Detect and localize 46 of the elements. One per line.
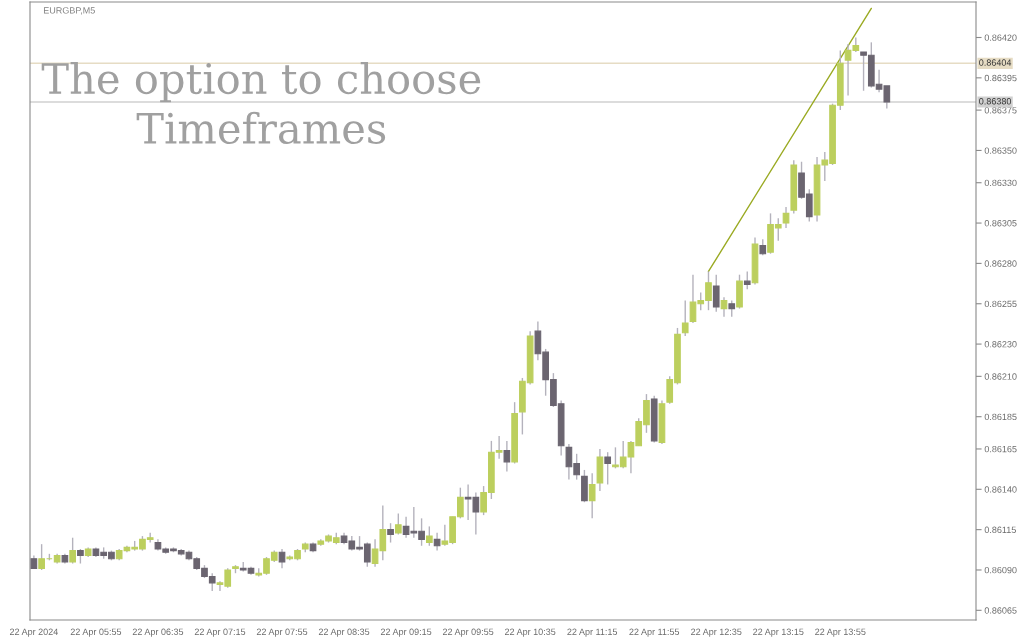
y-tick-label: 0.86255 (984, 300, 1017, 308)
y-tick-label: 0.86115 (984, 526, 1016, 533)
y-tick-label: 0.86185 (984, 413, 1017, 421)
candlestick (604, 451, 612, 486)
y-tick-label: 0.86280 (984, 260, 1017, 267)
x-tick-label: 22 Apr 11:15 (567, 628, 618, 637)
x-tick-label: 22 Apr 07:15 (194, 628, 246, 637)
candlestick (69, 537, 76, 565)
y-tick-label: 0.86210 (984, 373, 1017, 380)
chart-title: EURGBP,M5 (43, 7, 95, 15)
y-tick-label: 0.86420 (984, 34, 1017, 41)
candlestick (38, 543, 45, 571)
x-tick-label: 22 Apr 11:55 (629, 628, 680, 637)
annotation: The option to choose Timeframes (41, 61, 481, 145)
x-tick-label: 22 Apr 10:35 (504, 628, 556, 637)
y-tick-label: 0.86140 (984, 486, 1017, 493)
candlestick (681, 299, 689, 337)
x-tick-label: 22 Apr 2024 (9, 628, 58, 637)
x-tick-label: 22 Apr 13:55 (815, 628, 866, 637)
candlestick (720, 296, 728, 318)
x-tick-label: 22 Apr 09:15 (380, 628, 432, 637)
y-tick-label: 0.86065 (984, 607, 1017, 614)
candlestick (387, 522, 394, 544)
y-tick-label: 0.86230 (984, 341, 1017, 348)
y-tick-label: 0.86350 (984, 147, 1017, 154)
y-tick-label: 0.86395 (984, 74, 1017, 82)
candlestick (782, 206, 790, 229)
x-tick-label: 22 Apr 06:35 (132, 628, 184, 637)
x-tick-label: 22 Apr 08:35 (318, 628, 370, 637)
candlestick (425, 525, 433, 547)
x-tick-label: 22 Apr 13:15 (753, 628, 804, 637)
ref-line-label: 0.86380 (979, 98, 1012, 105)
x-tick-label: 22 Apr 05:55 (70, 628, 122, 637)
x-tick-label: 22 Apr 09:55 (442, 628, 494, 637)
x-tick-label: 22 Apr 12:35 (691, 628, 742, 637)
x-tick-label: 22 Apr 07:55 (256, 628, 308, 637)
candlestick (588, 472, 596, 520)
y-tick-label: 0.86305 (984, 220, 1017, 227)
y-tick-label: 0.86330 (984, 179, 1017, 187)
candlestick (712, 273, 720, 313)
ref-line-label: 0.86404 (979, 59, 1012, 66)
y-tick-label: 0.86375 (984, 107, 1017, 114)
y-tick-label: 0.86165 (984, 445, 1017, 453)
candlestick (278, 548, 286, 570)
y-tick-label: 0.86090 (984, 566, 1017, 574)
candlestick (503, 440, 511, 473)
